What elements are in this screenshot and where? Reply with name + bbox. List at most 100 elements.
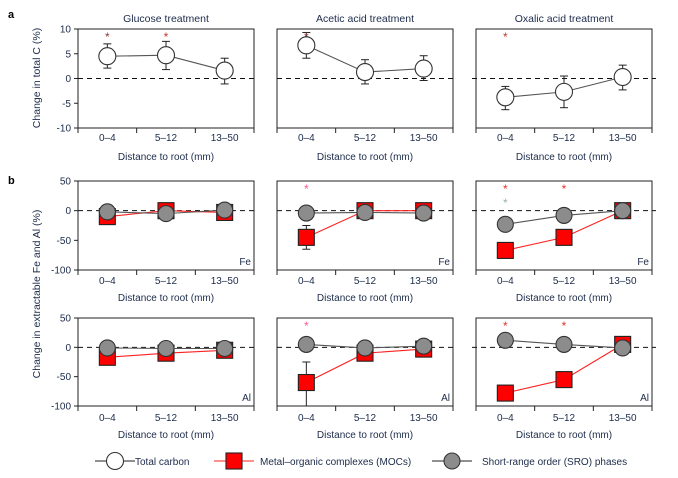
x-tick-label: 5–12 xyxy=(553,413,576,424)
element-label: Fe xyxy=(438,257,450,268)
element-label: Al xyxy=(640,393,649,404)
x-tick-label: 0–4 xyxy=(497,413,514,424)
total-carbon-marker xyxy=(613,67,632,87)
sro-marker xyxy=(157,205,175,223)
panel-label-b: b xyxy=(8,175,15,187)
plot-frame xyxy=(276,317,454,407)
x-axis-label: Distance to root (mm) xyxy=(317,430,413,441)
total-carbon-marker xyxy=(98,47,117,66)
panel-title: Oxalic acid treatment xyxy=(515,13,614,25)
significance-star: * xyxy=(503,319,508,333)
x-tick-label: 0–4 xyxy=(99,276,116,287)
panel-title: Glucose treatment xyxy=(123,13,209,25)
panel-title: Acetic acid treatment xyxy=(316,13,414,25)
panel: 0–4 5–12 13–50 Distance to root (mm) Al * xyxy=(276,317,454,441)
y-tick-label: 0 xyxy=(65,206,71,217)
total-carbon-marker xyxy=(105,451,125,471)
total-carbon-marker xyxy=(496,88,515,107)
significance-star: * xyxy=(503,30,508,44)
panel-label-a: a xyxy=(8,9,15,21)
x-tick-label: 13–50 xyxy=(609,133,637,144)
y-tick-label: 50 xyxy=(60,314,72,325)
panel: 0–4 5–12 13–50 Distance to root (mm) * xyxy=(472,28,656,163)
y-tick-label: -10 xyxy=(57,124,72,135)
x-tick-label: 0–4 xyxy=(298,413,315,424)
sro-marker xyxy=(496,331,514,349)
moc-marker xyxy=(555,371,573,389)
y-tick-label: 0 xyxy=(65,343,71,354)
significance-star: * xyxy=(503,196,508,210)
x-tick-label: 5–12 xyxy=(354,413,377,424)
x-axis-label: Distance to root (mm) xyxy=(516,152,612,163)
legend-label: Total carbon xyxy=(135,457,189,468)
y-tick-label: -50 xyxy=(57,236,72,247)
total-carbon-marker xyxy=(156,46,176,65)
x-tick-label: 13–50 xyxy=(211,276,239,287)
y-tick-label: 10 xyxy=(60,25,72,36)
x-tick-label: 5–12 xyxy=(354,133,377,144)
panel: 0–4 5–12 13–50 Distance to root (mm) Fe * xyxy=(276,180,454,304)
total-carbon-marker xyxy=(297,36,316,55)
sro-marker xyxy=(415,337,433,355)
legend-label: Short-range order (SRO) phases xyxy=(482,457,627,468)
element-label: Al xyxy=(242,393,251,404)
plot-frame xyxy=(475,317,653,407)
total-carbon-marker xyxy=(215,61,234,80)
significance-star: * xyxy=(105,30,110,44)
sro-marker xyxy=(356,339,374,357)
x-tick-label: 0–4 xyxy=(497,276,514,287)
x-tick-label: 0–4 xyxy=(298,133,315,144)
x-tick-label: 5–12 xyxy=(155,276,178,287)
sro-marker xyxy=(157,339,175,358)
x-tick-label: 13–50 xyxy=(609,276,637,287)
x-axis-label: Distance to root (mm) xyxy=(118,152,214,163)
sro-marker xyxy=(496,215,514,233)
panel: 0–4 5–12 13–50 Distance to root (mm) Al * * xyxy=(472,317,656,441)
element-label: Fe xyxy=(239,257,251,268)
plot-frame xyxy=(475,180,653,271)
moc-marker xyxy=(225,452,243,470)
sro-marker xyxy=(555,206,573,224)
moc-marker xyxy=(496,384,514,402)
x-axis-label: Distance to root (mm) xyxy=(516,430,612,441)
moc-marker xyxy=(496,241,514,259)
plot-frame xyxy=(77,317,255,407)
element-label: Al xyxy=(441,393,450,404)
x-tick-label: 13–50 xyxy=(211,413,239,424)
sro-marker xyxy=(98,339,116,357)
y-tick-label: 5 xyxy=(65,49,71,60)
sro-marker xyxy=(614,202,632,220)
sro-marker xyxy=(297,204,315,222)
x-axis-label: Distance to root (mm) xyxy=(118,293,214,304)
x-tick-label: 13–50 xyxy=(410,276,438,287)
significance-star: * xyxy=(164,30,169,44)
x-tick-label: 13–50 xyxy=(609,413,637,424)
panel: 0–4 5–12 13–50 Distance to root (mm) * xyxy=(276,28,454,163)
x-tick-label: 5–12 xyxy=(155,413,178,424)
sro-marker xyxy=(216,201,234,219)
sro-marker xyxy=(614,339,632,357)
moc-marker xyxy=(297,373,315,392)
total-carbon-marker xyxy=(355,63,375,82)
y-axis-label-b: Change in extractable Fe and Al (%) xyxy=(31,210,43,379)
panel: 10 5 0 -5 -10 0–4 5–12 13–50 Distance to root (m… xyxy=(57,25,255,163)
significance-star: * xyxy=(304,182,309,196)
x-tick-label: 5–12 xyxy=(553,133,576,144)
sro-marker xyxy=(443,452,461,470)
legend-label: Metal–organic complexes (MOCs) xyxy=(260,457,411,468)
panel: 50 0 -50 -100 0–4 5–12 13–50 Distance to root (… xyxy=(51,177,255,304)
significance-star: * xyxy=(304,319,309,333)
x-tick-label: 5–12 xyxy=(155,133,178,144)
sro-marker xyxy=(216,339,234,358)
total-carbon-marker xyxy=(414,59,433,78)
total-carbon-marker xyxy=(554,82,574,101)
significance-star: * xyxy=(562,182,567,196)
y-tick-label: 50 xyxy=(60,177,72,188)
x-tick-label: 0–4 xyxy=(497,133,514,144)
x-tick-label: 0–4 xyxy=(99,413,116,424)
x-axis-label: Distance to root (mm) xyxy=(317,293,413,304)
x-tick-label: 13–50 xyxy=(410,413,438,424)
x-axis-label: Distance to root (mm) xyxy=(118,430,214,441)
element-label: Fe xyxy=(637,257,649,268)
